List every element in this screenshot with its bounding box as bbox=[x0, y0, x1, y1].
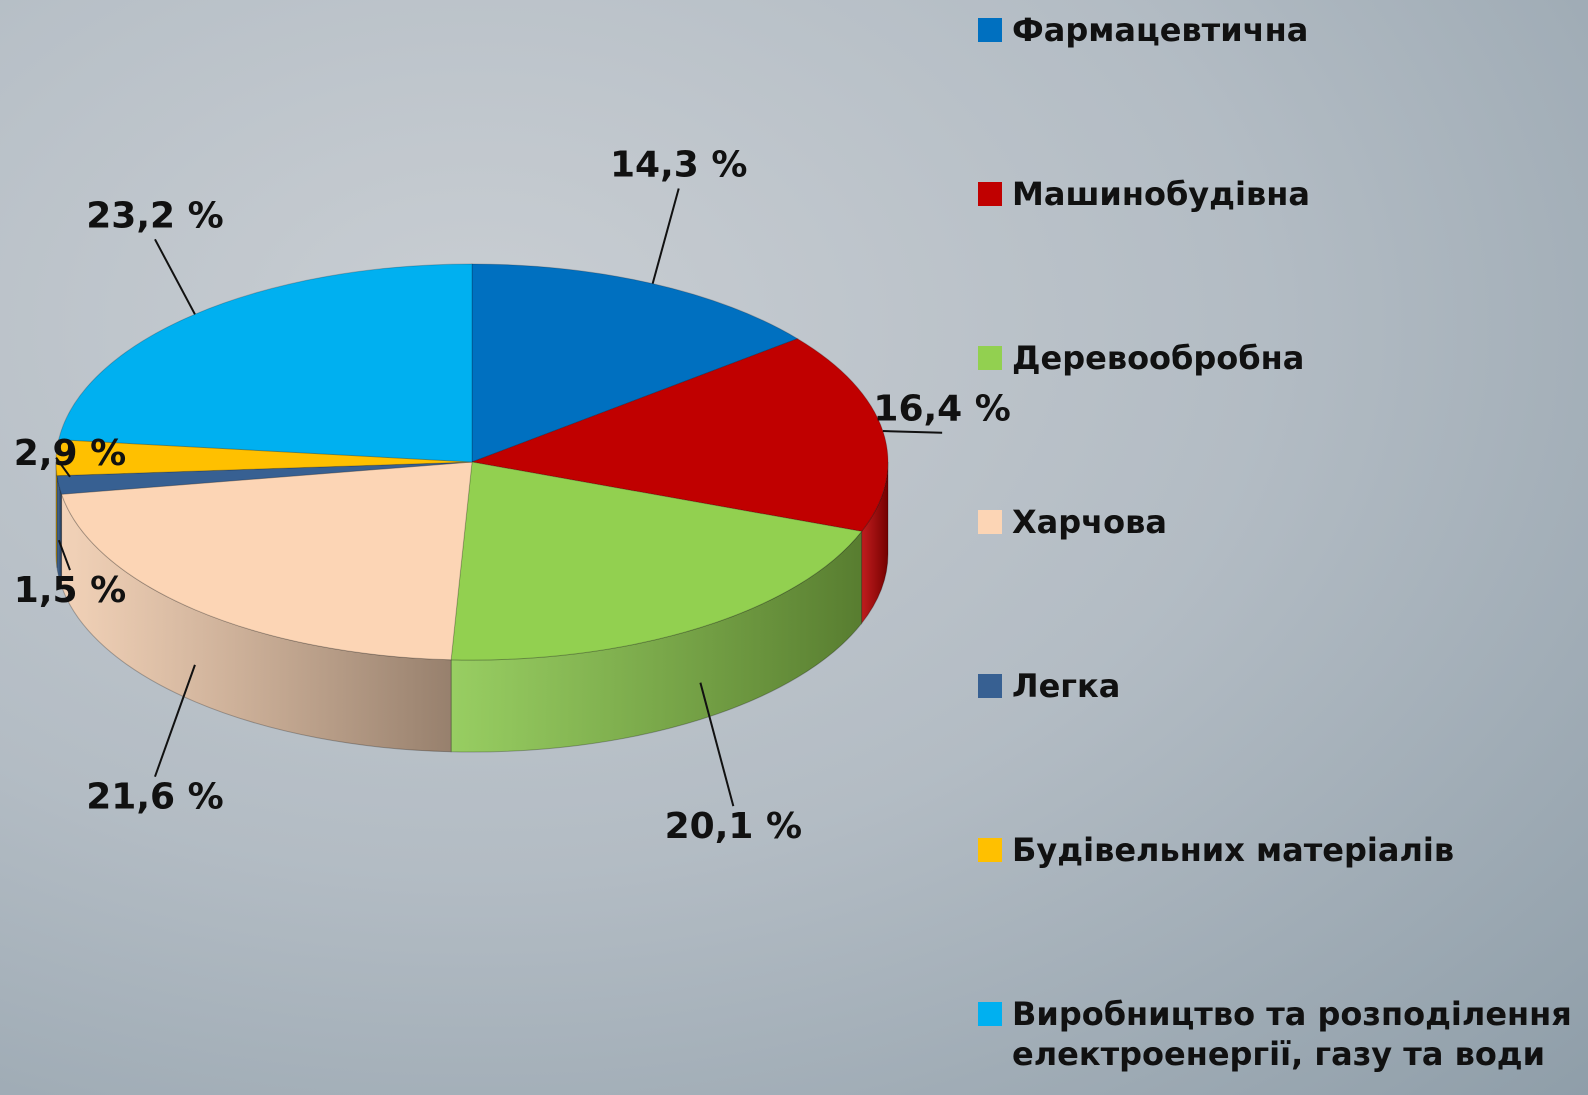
legend-swatch bbox=[978, 838, 1002, 862]
data-label: 1,5 % bbox=[14, 570, 126, 611]
slice bbox=[60, 461, 473, 661]
legend-item: Харчова bbox=[978, 502, 1578, 542]
legend-label: Виробництво та розподілення електроенерг… bbox=[1012, 995, 1572, 1073]
legend-item: Легка bbox=[978, 666, 1578, 706]
legend-item: Фармацевтична bbox=[978, 10, 1578, 50]
legend-label: Деревообробна bbox=[1012, 339, 1305, 377]
legend-item: Виробництво та розподілення електроенерг… bbox=[978, 994, 1578, 1074]
legend-swatch bbox=[978, 674, 1002, 698]
data-label: 14,3 % bbox=[610, 145, 747, 186]
legend-label: Фармацевтична bbox=[1012, 11, 1309, 49]
slice bbox=[56, 461, 473, 495]
legend-item: Машинобудівна bbox=[978, 174, 1578, 214]
data-label: 16,4 % bbox=[873, 389, 1010, 430]
leader-line bbox=[882, 430, 943, 434]
legend-item: Будівельних матеріалів bbox=[978, 830, 1578, 870]
data-label: 23,2 % bbox=[86, 195, 223, 236]
data-label: 21,6 % bbox=[86, 777, 223, 818]
legend-swatch bbox=[978, 510, 1002, 534]
slice bbox=[450, 461, 863, 661]
legend-label: Харчова bbox=[1012, 503, 1167, 541]
data-label: 2,9 % bbox=[14, 433, 126, 474]
leader-line bbox=[154, 664, 196, 778]
leader-line bbox=[699, 682, 735, 807]
legend-swatch bbox=[978, 346, 1002, 370]
data-label: 20,1 % bbox=[665, 806, 802, 847]
legend-label: Машинобудівна bbox=[1012, 175, 1310, 213]
slice bbox=[58, 263, 473, 463]
legend-swatch bbox=[978, 18, 1002, 42]
leader-line bbox=[55, 457, 71, 478]
leader-line bbox=[154, 238, 196, 315]
legend-swatch bbox=[978, 1002, 1002, 1026]
leader-line bbox=[57, 539, 71, 571]
legend-label: Будівельних матеріалів bbox=[1012, 831, 1455, 869]
legend-label: Легка bbox=[1012, 667, 1121, 705]
leader-line bbox=[651, 188, 680, 284]
legend-item: Деревообробна bbox=[978, 338, 1578, 378]
legend-swatch bbox=[978, 182, 1002, 206]
